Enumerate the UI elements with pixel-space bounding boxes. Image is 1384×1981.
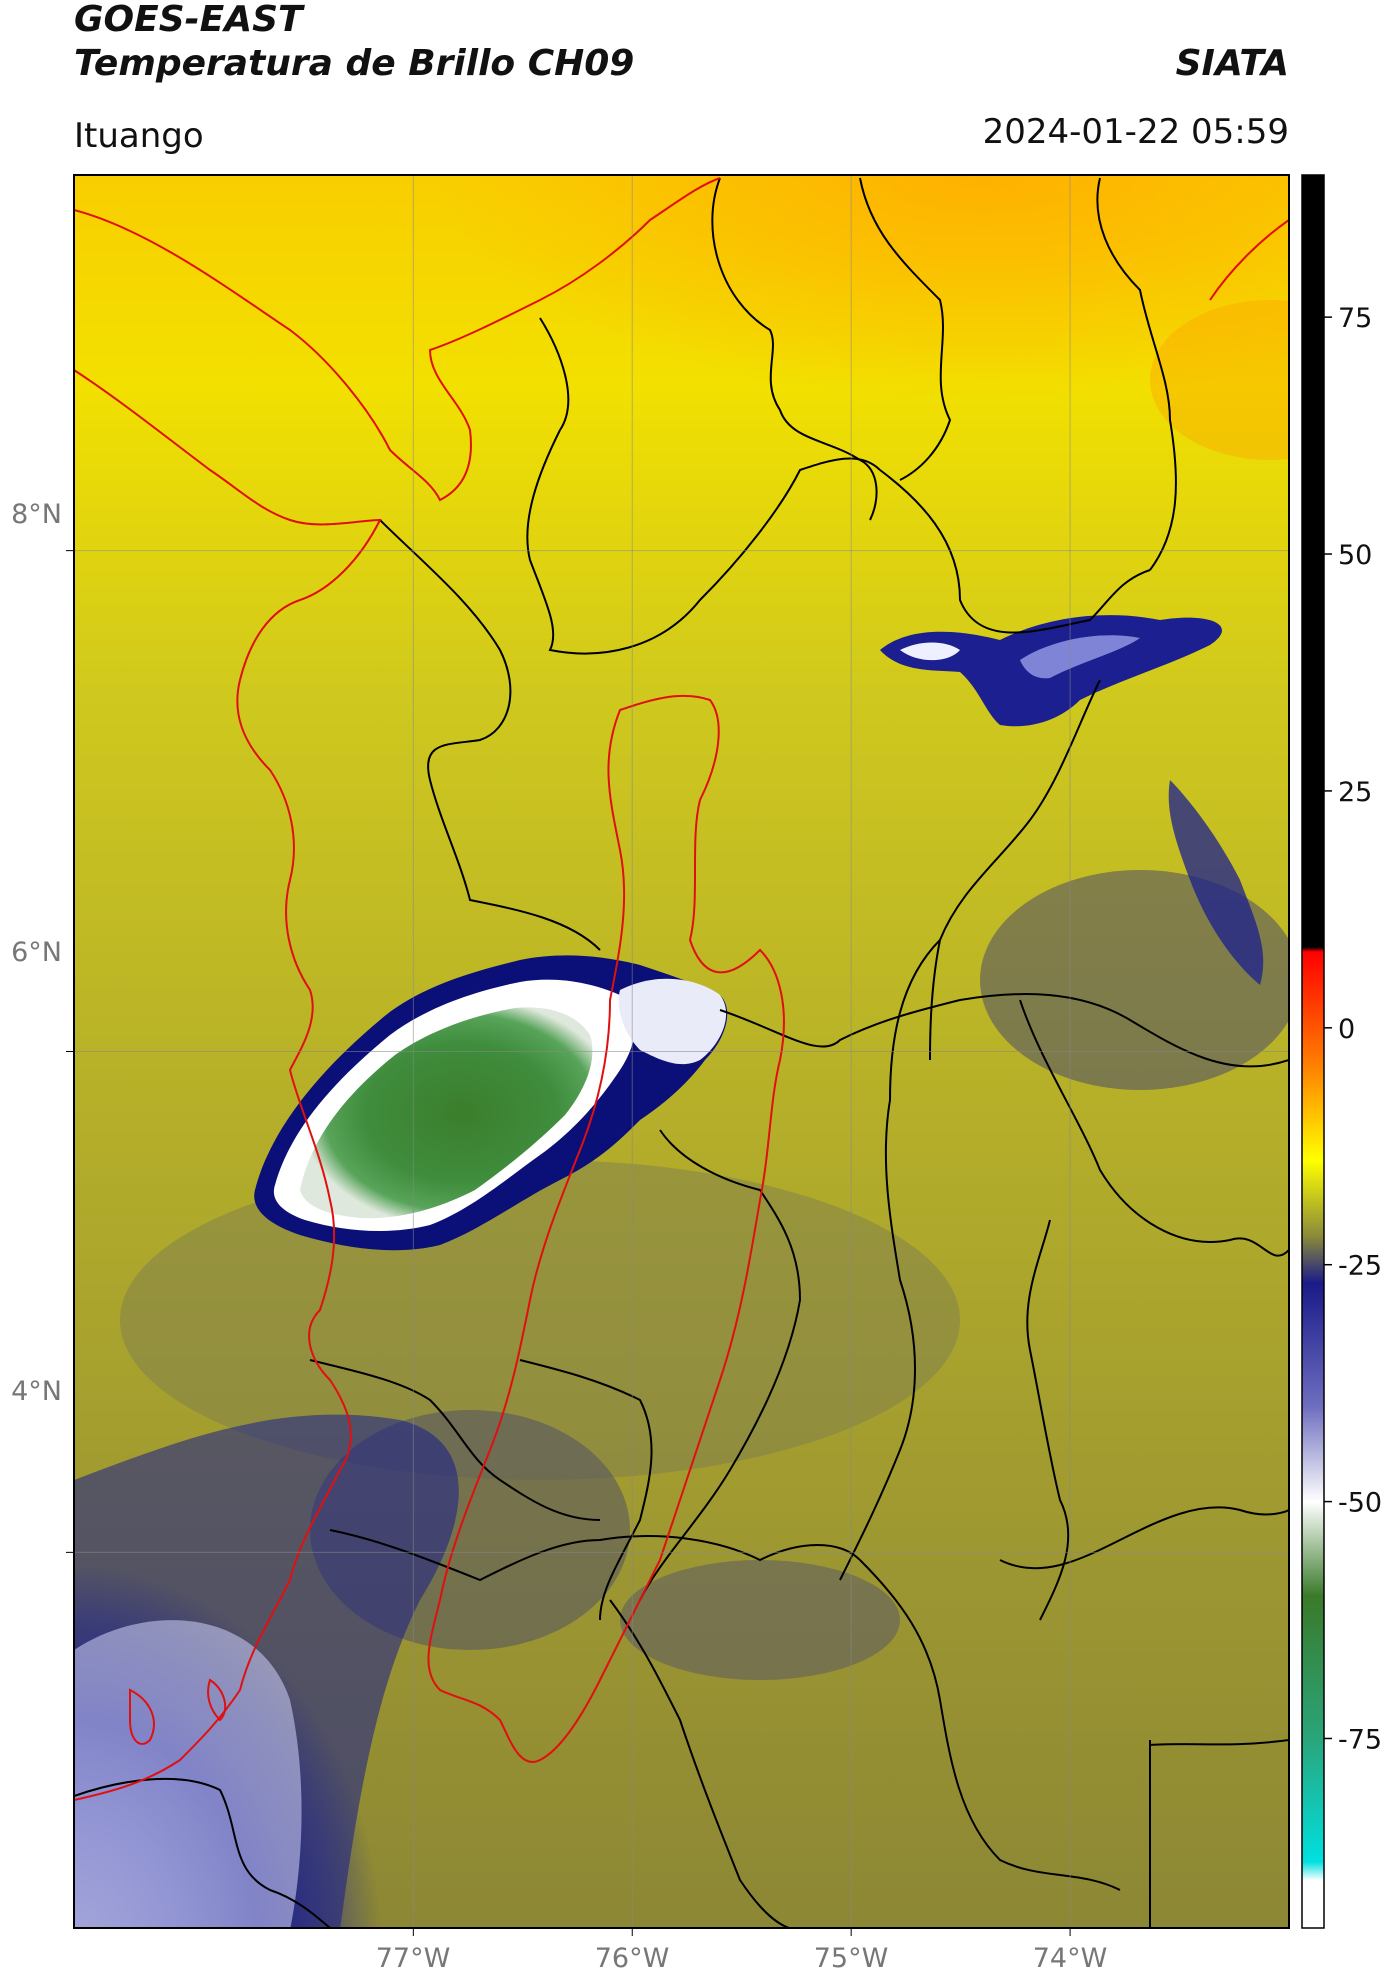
storm-cold-core	[300, 1007, 593, 1219]
colorbar-label: 0	[1338, 1014, 1355, 1045]
admin-border-line	[526, 317, 881, 655]
admin-border-line	[639, 1129, 802, 1601]
satellite-title: GOES-EAST	[74, 0, 303, 40]
product-title: Temperatura de Brillo CH09	[74, 43, 635, 84]
colorbar-label: 50	[1338, 540, 1372, 571]
warm-area-ne	[1150, 300, 1289, 460]
admin-border-line	[1019, 999, 1289, 1257]
cold-cloud-east-strip	[1168, 780, 1264, 985]
lon-label-74: 74°W	[1033, 1943, 1108, 1974]
map-area	[74, 175, 1289, 1928]
storm-anvil-east	[618, 978, 727, 1065]
admin-border-line	[1026, 1219, 1070, 1621]
coast-islands	[129, 1678, 227, 1745]
admin-border-line	[711, 177, 878, 521]
coast-and-dept-borders	[74, 177, 1289, 1801]
coastline-pacific	[74, 369, 382, 1801]
colorbar: 75 50 25 0 -25 -50 -75	[1301, 174, 1382, 1929]
lat-label-6: 6°N	[11, 937, 62, 968]
coastline-north	[74, 177, 721, 502]
admin-border-line	[609, 1599, 793, 1928]
admin-border-line	[519, 1359, 653, 1621]
cloud-top-sw	[74, 1620, 302, 1928]
colorbar-label: 75	[1338, 303, 1372, 334]
admin-borders	[74, 177, 1289, 1928]
coastline-ne	[1209, 219, 1289, 301]
colorbar-label: 25	[1338, 777, 1372, 808]
admin-border-line	[859, 177, 952, 481]
location-label: Ituango	[74, 116, 204, 156]
cool-area-south	[620, 1560, 900, 1680]
colorbar-label: -25	[1338, 1251, 1382, 1282]
cloud-band-ne	[880, 615, 1264, 985]
admin-border-line	[879, 469, 1151, 634]
cool-area-east	[980, 870, 1289, 1090]
admin-border-line	[719, 993, 1289, 1068]
admin-border-line	[999, 1506, 1289, 1570]
admin-border-line	[859, 1559, 1121, 1891]
map-frame	[73, 174, 1290, 1929]
colorbar-scale	[1301, 174, 1325, 1929]
admin-border-line	[379, 519, 601, 951]
admin-border-line	[1096, 177, 1177, 571]
admin-border-line	[1149, 1739, 1289, 1746]
datetime-label: 2024-01-22 05:59	[982, 112, 1289, 152]
lon-label-77: 77°W	[376, 1943, 451, 1974]
lat-label-4: 4°N	[11, 1376, 62, 1407]
cloud-top-ne-2	[1020, 635, 1140, 679]
graticule	[66, 175, 1289, 1936]
lat-label-8: 8°N	[11, 499, 62, 530]
warm-area-north	[74, 175, 1289, 675]
lon-label-75: 75°W	[814, 1943, 889, 1974]
admin-border-line	[839, 939, 941, 1581]
admin-border-line	[329, 1529, 861, 1582]
admin-border-line	[309, 1359, 601, 1521]
lon-label-76: 76°W	[595, 1943, 670, 1974]
department-border-antioquia-east	[427, 694, 785, 1763]
colorbar-label: -50	[1338, 1488, 1382, 1519]
cloud-top-ne-1	[900, 642, 960, 661]
brand-label: SIATA	[1175, 43, 1289, 84]
colorbar-label: -75	[1338, 1724, 1382, 1755]
